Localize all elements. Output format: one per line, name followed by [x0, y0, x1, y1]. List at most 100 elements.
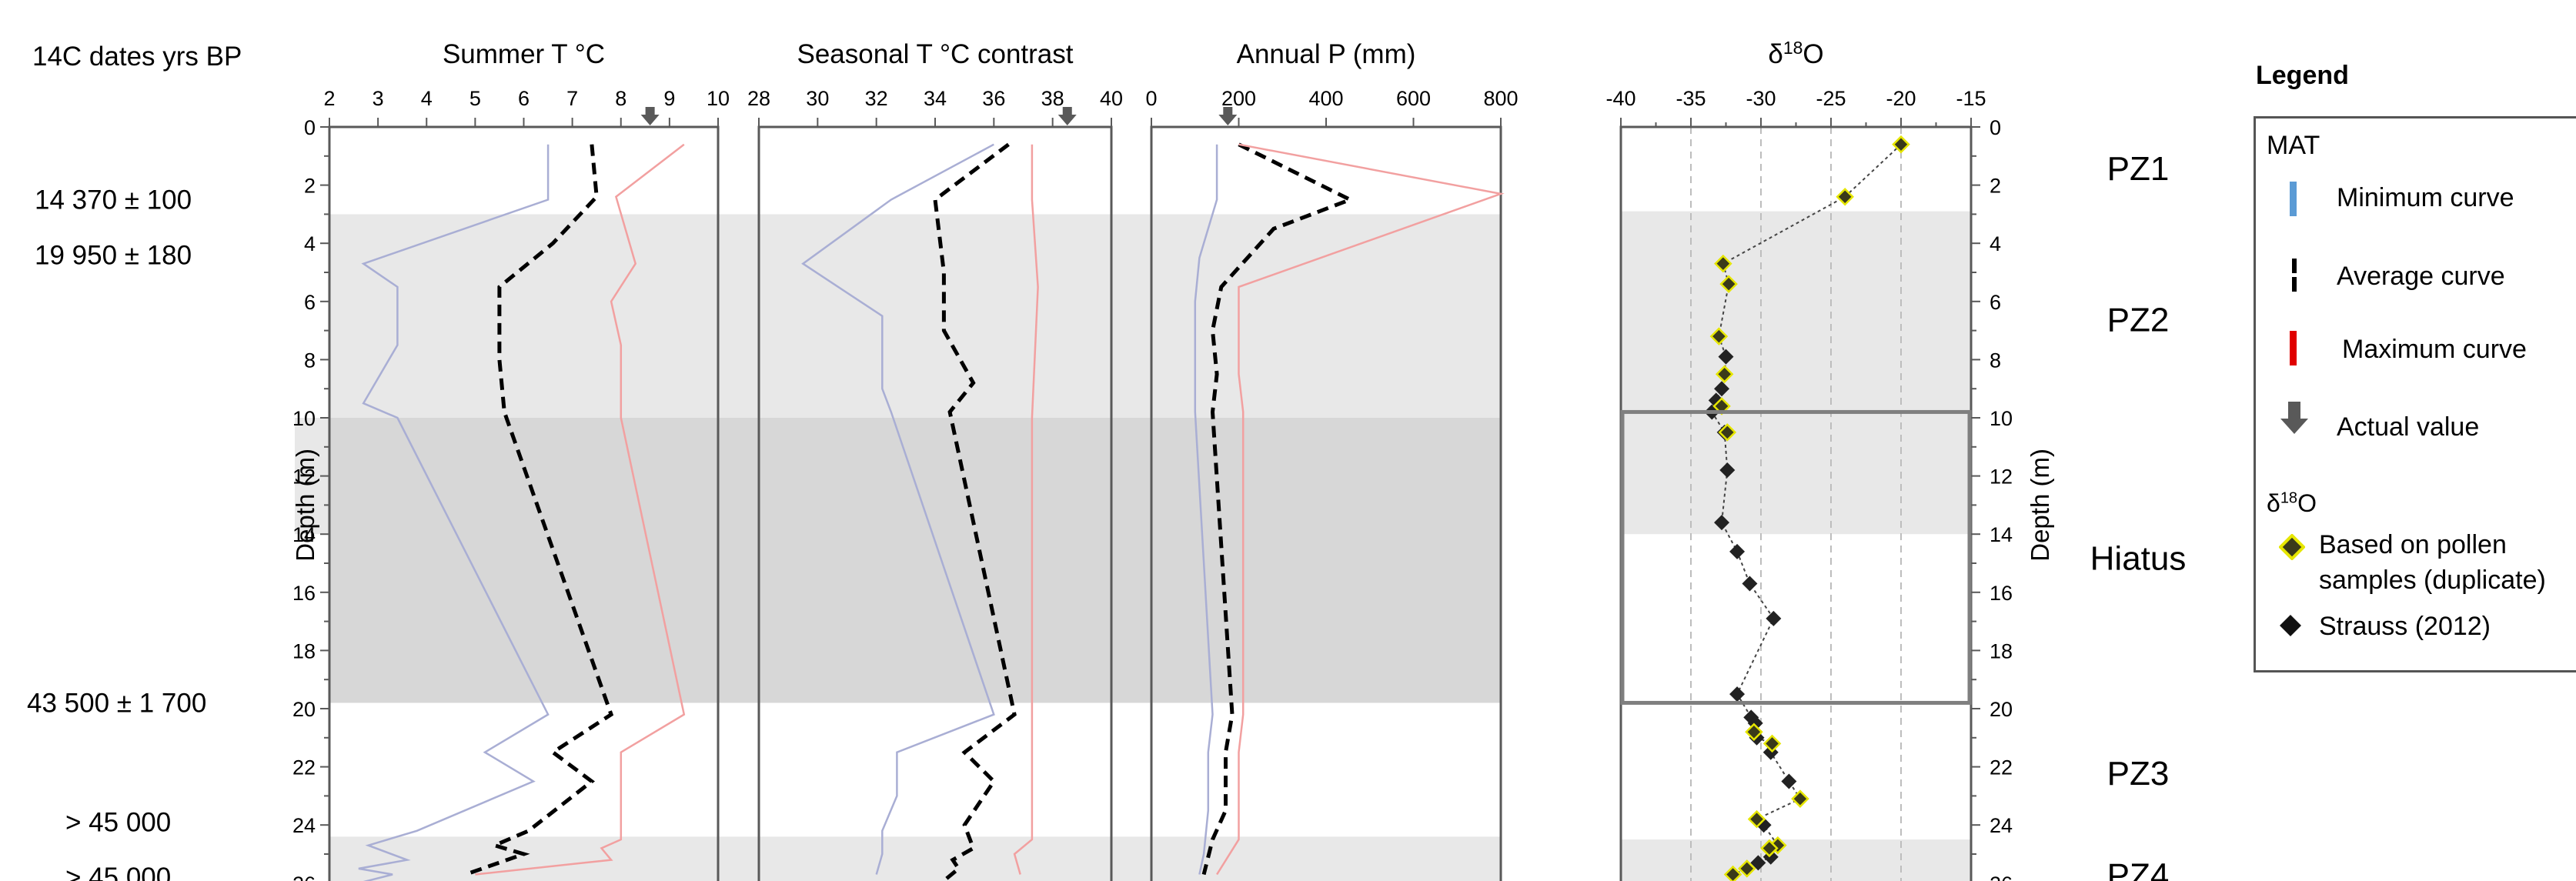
legend: Legend MAT Minimum curve Average curve M…	[2254, 61, 2576, 672]
hiatus-box	[1620, 409, 1972, 705]
pollen-point	[1719, 275, 1738, 293]
date-label: 14 370 ± 100	[35, 185, 192, 215]
x-tick-label: 4	[421, 87, 433, 110]
x-tick-label: 10	[707, 87, 730, 110]
panel-title: Summer T °C	[443, 39, 605, 69]
actual-value-arrow-icon	[2280, 402, 2308, 434]
x-tick-label: 30	[806, 87, 829, 110]
max-curve	[1013, 144, 1039, 875]
zone-shading	[295, 211, 1971, 881]
y-tick-label-right: 20	[1990, 698, 2013, 721]
panel-3: 0 200 400 600 800 Annual P (mm)	[1145, 39, 1519, 881]
max-curve-swatch	[2290, 331, 2297, 365]
x-tick-label: 200	[1221, 87, 1256, 110]
strauss-point	[1729, 686, 1746, 702]
min-curve-swatch	[2290, 182, 2297, 216]
x-tick-label: -25	[1816, 87, 1846, 110]
zone-label: PZ1	[2107, 150, 2170, 188]
y-tick-label-right: 14	[1990, 523, 2013, 546]
max-curve	[475, 143, 686, 876]
panel-title: δ18O	[1768, 38, 1823, 69]
y-tick-label: 10	[292, 407, 316, 430]
strauss-point	[1714, 515, 1730, 531]
depth-axis-label-right: Depth (m)	[2026, 449, 2054, 562]
x-tick-label: 800	[1483, 87, 1518, 110]
zone-label: PZ3	[2107, 755, 2170, 793]
avg-curve	[1201, 142, 1355, 876]
y-tick-label-right: 0	[1990, 116, 2001, 139]
y-tick-label: 22	[292, 756, 316, 779]
legend-title: Legend	[2256, 61, 2349, 90]
y-tick-label: 12	[292, 466, 316, 489]
actual-value-arrow	[640, 107, 660, 125]
panel-title: Annual P (mm)	[1237, 39, 1416, 69]
x-tick-label: 7	[566, 87, 578, 110]
avg-curve-swatch-b	[2292, 277, 2297, 292]
shade-hiatus	[329, 418, 1501, 703]
pollen-point	[1715, 365, 1734, 384]
d18o-trend-line	[1710, 143, 1902, 876]
y-tick-label: 18	[292, 639, 316, 662]
pollen-diamond-icon	[2279, 534, 2305, 560]
max-curve	[1216, 143, 1505, 876]
y-tick-label-right: 12	[1990, 466, 2013, 489]
y-tick-label-right: 16	[1990, 582, 2013, 605]
x-tick-label: 28	[747, 87, 770, 110]
y-tick-label-right: 22	[1990, 756, 2013, 779]
shade-pz2	[329, 214, 1501, 418]
shade-pz4	[329, 836, 1501, 881]
pollen-point	[1723, 865, 1742, 881]
pollen-point	[1714, 254, 1732, 273]
strauss-diamond-icon	[2280, 615, 2301, 636]
actual-value-arrow	[1218, 107, 1238, 125]
x-tick-label: -20	[1886, 87, 1916, 110]
pollen-point	[1747, 809, 1766, 829]
x-tick-label: 38	[1041, 87, 1064, 110]
legend-pollen-label-1: Based on pollen	[2319, 530, 2507, 559]
x-tick-label: -40	[1605, 87, 1635, 110]
pollen-point	[1836, 187, 1854, 206]
zone-label: PZ2	[2107, 301, 2170, 339]
zone-label: PZ4	[2107, 856, 2170, 881]
panel-2: 28 30 32 34 36 38 40 Seasonal T °C contrast	[747, 39, 1123, 881]
x-tick-label: 3	[373, 87, 384, 110]
depth-axis-label-left: Depth (m)	[291, 449, 319, 562]
y-tick-label: 8	[304, 349, 316, 372]
x-tick-label: 5	[469, 87, 481, 110]
avg-curve	[933, 142, 1017, 881]
zone-label: Hiatus	[2090, 539, 2187, 577]
strauss-point	[1781, 773, 1797, 789]
y-tick-label-right: 18	[1990, 639, 2013, 662]
x-tick-label: 34	[924, 87, 947, 110]
pollen-point	[1892, 135, 1910, 154]
y-tick-label: 16	[292, 582, 316, 605]
y-tick-label: 6	[304, 291, 316, 314]
pollen-point	[1760, 839, 1779, 858]
legend-mat-label: MAT	[2267, 131, 2320, 160]
y-tick-label-right: 10	[1990, 407, 2013, 430]
strauss-point	[1719, 462, 1736, 479]
y-tick-label: 2	[304, 175, 316, 198]
strauss-point	[1766, 610, 1782, 626]
x-tick-label: 8	[615, 87, 626, 110]
y-tick-label-right: 26	[1990, 873, 2013, 881]
legend-d18o-label: δ18O	[2267, 489, 2317, 517]
shade-d18o-upper	[1621, 211, 1971, 535]
strauss-point	[1714, 381, 1730, 397]
panel-title: Seasonal T °C contrast	[797, 39, 1073, 69]
legend-strauss-label: Strauss (2012)	[2319, 612, 2491, 641]
avg-curve	[464, 144, 614, 876]
date-label: 43 500 ± 1 700	[27, 688, 206, 718]
x-tick-label: 0	[1145, 87, 1157, 110]
pollen-point	[1709, 327, 1729, 345]
actual-value-arrow	[1057, 107, 1077, 125]
legend-max-label: Maximum curve	[2342, 335, 2527, 364]
legend-min-label: Minimum curve	[2337, 183, 2514, 212]
side-labels: 14C dates yrs BP 14 370 ± 100 19 950 ± 180…	[27, 42, 2186, 881]
x-tick-label: 40	[1100, 87, 1123, 110]
y-tick-label: 0	[304, 116, 316, 139]
pollen-point	[1791, 789, 1809, 808]
avg-curve-swatch-a	[2292, 259, 2297, 273]
